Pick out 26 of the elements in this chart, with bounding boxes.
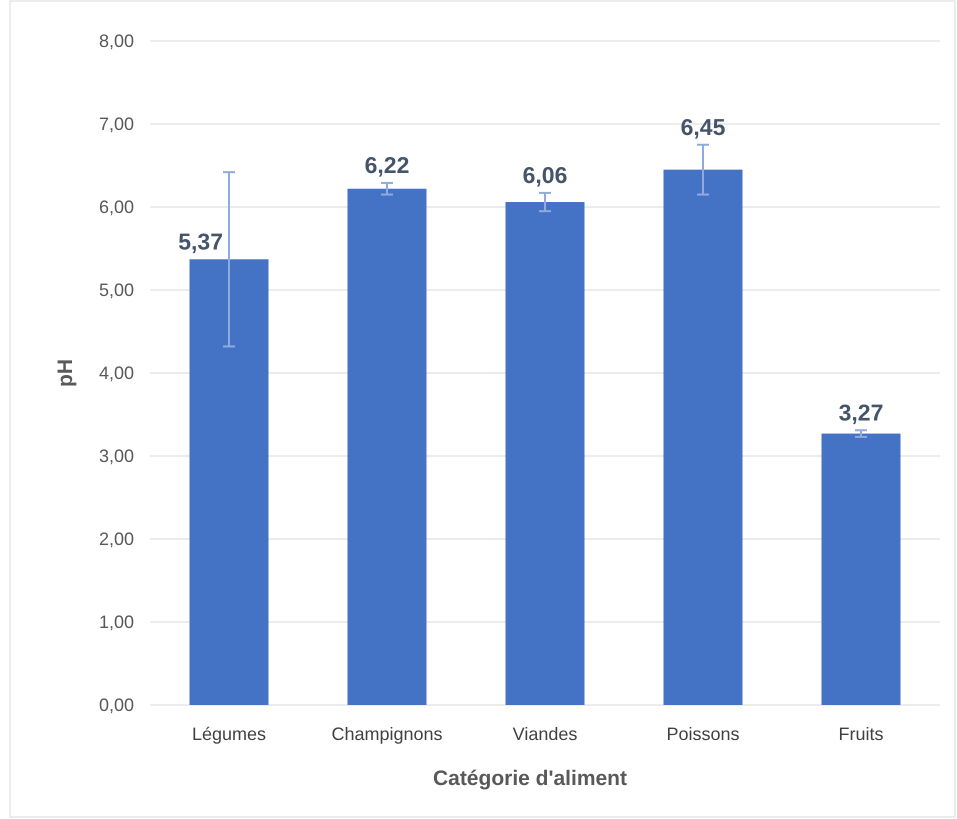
x-tick-label: Poissons (666, 724, 740, 744)
y-tick-label: 3,00 (98, 446, 134, 466)
bar (664, 170, 742, 705)
y-tick-label: 1,00 (98, 612, 134, 632)
x-axis-title: Catégorie d'aliment (432, 767, 628, 790)
data-label: 6,22 (364, 152, 410, 178)
y-tick-label: 5,00 (98, 280, 134, 300)
x-tick-label: Champignons (331, 724, 443, 744)
data-label: 6,06 (522, 162, 568, 188)
y-tick-label: 0,00 (98, 694, 134, 715)
bar (348, 188, 426, 705)
y-tick-label: 4,00 (98, 362, 134, 383)
y-tick-label: 2,00 (98, 528, 134, 549)
data-label: 6,45 (680, 114, 726, 140)
y-axis-title: pH (54, 359, 77, 387)
x-tick-label: Fruits (838, 724, 884, 744)
data-label: 3,27 (838, 399, 884, 426)
y-tick-label: 7,00 (98, 114, 134, 134)
y-tick-label: 6,00 (98, 196, 134, 217)
bar (190, 259, 268, 705)
data-label: 5,37 (178, 228, 223, 254)
bar (506, 202, 584, 705)
x-tick-label: Légumes (192, 724, 266, 744)
bar (822, 434, 900, 705)
y-tick-label: 8,00 (98, 30, 134, 51)
x-tick-label: Viandes (512, 724, 578, 744)
